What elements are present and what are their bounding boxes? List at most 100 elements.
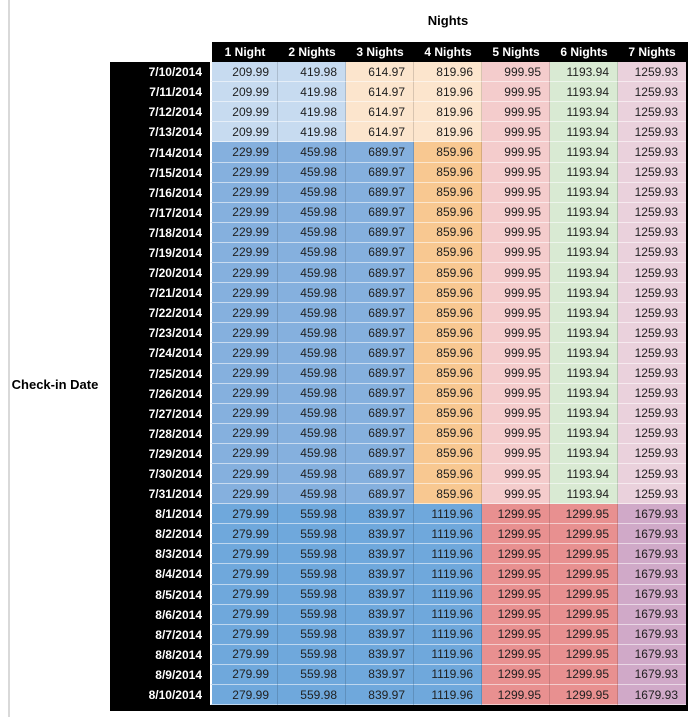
price-cell[interactable]: 839.97 [346, 524, 414, 545]
price-cell[interactable]: 229.99 [210, 242, 278, 264]
price-cell[interactable]: 459.98 [278, 423, 346, 444]
date-cell[interactable]: 8/1/2014 [110, 504, 210, 525]
price-cell[interactable]: 1193.94 [550, 122, 618, 143]
price-cell[interactable]: 1299.95 [550, 664, 618, 685]
price-cell[interactable]: 1193.94 [550, 222, 618, 243]
price-cell[interactable]: 229.99 [210, 202, 278, 223]
price-cell[interactable]: 859.96 [414, 182, 482, 203]
price-cell[interactable]: 419.98 [278, 102, 346, 123]
price-cell[interactable]: 1119.96 [414, 504, 482, 525]
price-cell[interactable]: 859.96 [414, 222, 482, 243]
price-cell[interactable]: 1299.95 [482, 664, 550, 685]
price-cell[interactable]: 279.99 [210, 664, 278, 685]
price-cell[interactable]: 999.95 [482, 383, 550, 404]
price-cell[interactable]: 1299.95 [550, 584, 618, 605]
price-cell[interactable]: 1119.96 [414, 524, 482, 545]
price-cell[interactable]: 839.97 [346, 644, 414, 665]
price-cell[interactable]: 1299.95 [550, 544, 618, 565]
price-cell[interactable]: 1259.93 [618, 463, 686, 485]
price-cell[interactable]: 1259.93 [618, 242, 686, 264]
price-cell[interactable]: 1299.95 [482, 564, 550, 585]
price-cell[interactable]: 229.99 [210, 403, 278, 424]
price-cell[interactable]: 859.96 [414, 443, 482, 464]
price-cell[interactable]: 1299.95 [482, 504, 550, 525]
price-cell[interactable]: 999.95 [482, 283, 550, 304]
price-cell[interactable]: 689.97 [346, 182, 414, 203]
price-cell[interactable]: 459.98 [278, 142, 346, 163]
price-cell[interactable]: 1193.94 [550, 102, 618, 123]
price-cell[interactable]: 819.96 [414, 122, 482, 143]
price-cell[interactable]: 1259.93 [618, 323, 686, 344]
price-cell[interactable]: 459.98 [278, 443, 346, 464]
price-cell[interactable]: 459.98 [278, 484, 346, 505]
price-cell[interactable]: 1299.95 [482, 644, 550, 665]
price-cell[interactable]: 1679.93 [618, 504, 686, 525]
price-cell[interactable]: 1259.93 [618, 202, 686, 223]
price-cell[interactable]: 559.98 [278, 604, 346, 625]
price-cell[interactable]: 999.95 [482, 403, 550, 424]
price-cell[interactable]: 1193.94 [550, 303, 618, 324]
price-cell[interactable]: 999.95 [482, 484, 550, 505]
price-cell[interactable]: 1259.93 [618, 82, 686, 103]
price-cell[interactable]: 1259.93 [618, 484, 686, 505]
price-cell[interactable]: 1193.94 [550, 403, 618, 424]
price-cell[interactable]: 689.97 [346, 423, 414, 444]
price-cell[interactable]: 559.98 [278, 624, 346, 645]
price-cell[interactable]: 1119.96 [414, 664, 482, 685]
price-cell[interactable]: 1259.93 [618, 403, 686, 424]
date-cell[interactable]: 7/21/2014 [110, 283, 210, 304]
price-cell[interactable]: 229.99 [210, 162, 278, 183]
date-cell[interactable]: 7/20/2014 [110, 263, 210, 284]
price-cell[interactable]: 459.98 [278, 242, 346, 264]
price-cell[interactable]: 229.99 [210, 142, 278, 163]
price-cell[interactable]: 689.97 [346, 283, 414, 304]
price-cell[interactable]: 1679.93 [618, 584, 686, 605]
date-cell[interactable]: 7/14/2014 [110, 142, 210, 163]
price-cell[interactable]: 1193.94 [550, 142, 618, 163]
date-cell[interactable]: 7/23/2014 [110, 323, 210, 344]
date-cell[interactable]: 7/30/2014 [110, 463, 210, 485]
price-cell[interactable]: 999.95 [482, 303, 550, 324]
price-cell[interactable]: 1259.93 [618, 303, 686, 324]
price-cell[interactable]: 859.96 [414, 242, 482, 264]
price-cell[interactable]: 839.97 [346, 664, 414, 685]
price-cell[interactable]: 229.99 [210, 463, 278, 485]
price-cell[interactable]: 689.97 [346, 363, 414, 384]
price-cell[interactable]: 839.97 [346, 624, 414, 645]
price-cell[interactable]: 1679.93 [618, 664, 686, 685]
price-cell[interactable]: 229.99 [210, 182, 278, 203]
price-cell[interactable]: 999.95 [482, 162, 550, 183]
price-cell[interactable]: 819.96 [414, 62, 482, 83]
date-cell[interactable]: 8/10/2014 [110, 685, 210, 706]
price-cell[interactable]: 859.96 [414, 363, 482, 384]
price-cell[interactable]: 1299.95 [482, 544, 550, 565]
price-cell[interactable]: 1259.93 [618, 263, 686, 284]
price-cell[interactable]: 419.98 [278, 122, 346, 143]
price-cell[interactable]: 229.99 [210, 222, 278, 243]
date-cell[interactable]: 7/31/2014 [110, 484, 210, 505]
price-cell[interactable]: 559.98 [278, 644, 346, 665]
price-cell[interactable]: 279.99 [210, 544, 278, 565]
price-cell[interactable]: 614.97 [346, 102, 414, 123]
price-cell[interactable]: 999.95 [482, 323, 550, 344]
price-cell[interactable]: 999.95 [482, 443, 550, 464]
price-cell[interactable]: 1299.95 [550, 524, 618, 545]
price-cell[interactable]: 1193.94 [550, 463, 618, 485]
price-cell[interactable]: 229.99 [210, 423, 278, 444]
price-cell[interactable]: 999.95 [482, 122, 550, 143]
price-cell[interactable]: 459.98 [278, 383, 346, 404]
price-cell[interactable]: 1679.93 [618, 604, 686, 625]
price-cell[interactable]: 279.99 [210, 624, 278, 645]
price-cell[interactable]: 999.95 [482, 202, 550, 223]
price-cell[interactable]: 1299.95 [550, 685, 618, 706]
price-cell[interactable]: 1679.93 [618, 624, 686, 645]
price-cell[interactable]: 559.98 [278, 685, 346, 706]
price-cell[interactable]: 1259.93 [618, 383, 686, 404]
price-cell[interactable]: 999.95 [482, 463, 550, 485]
price-cell[interactable]: 459.98 [278, 182, 346, 203]
price-cell[interactable]: 1119.96 [414, 624, 482, 645]
price-cell[interactable]: 209.99 [210, 102, 278, 123]
date-cell[interactable]: 7/19/2014 [110, 242, 210, 264]
price-cell[interactable]: 999.95 [482, 102, 550, 123]
price-cell[interactable]: 859.96 [414, 162, 482, 183]
